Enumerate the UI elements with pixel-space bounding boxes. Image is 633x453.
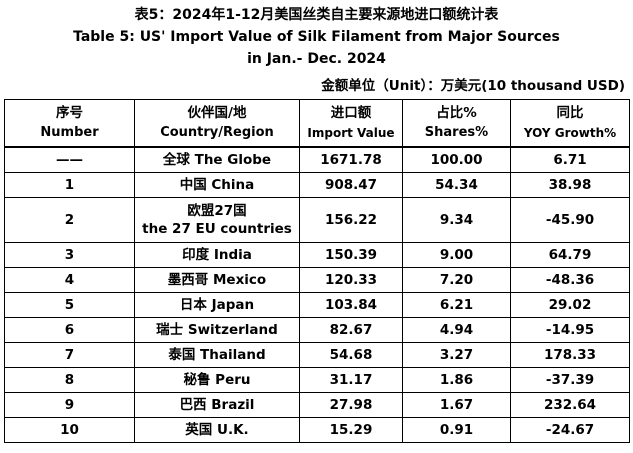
header-number-zh: 序号 xyxy=(56,105,83,121)
header-country-en: Country/Region xyxy=(160,125,274,140)
table-row: 1 中国 China 908.47 54.34 38.98 xyxy=(4,172,630,198)
unit-note: 金额单位（Unit）：万美元(10 thousand USD) xyxy=(321,78,625,94)
cell-yoy: -48.36 xyxy=(510,267,630,293)
cell-share: 6.21 xyxy=(402,292,511,318)
table-row: 8 秘鲁 Peru 31.17 1.86 -37.39 xyxy=(4,367,630,393)
header-value: 进口额 Import Value xyxy=(299,99,403,148)
cell-number: 9 xyxy=(4,392,135,418)
cell-country: 全球 The Globe xyxy=(134,146,300,173)
table-row: 10 英国 U.K. 15.29 0.91 -24.67 xyxy=(4,417,630,443)
header-share: 占比% Shares% xyxy=(402,99,511,148)
title-en-line1: Table 5: US' Import Value of Silk Filame… xyxy=(73,29,560,45)
cell-share: 9.00 xyxy=(402,242,511,268)
cell-number: 1 xyxy=(4,172,135,198)
cell-country: 泰国 Thailand xyxy=(134,342,300,368)
cell-value: 150.39 xyxy=(299,242,403,268)
title-zh: 表5：2024年1-12月美国丝类自主要来源地进口额统计表 xyxy=(134,7,499,23)
table-row: 3 印度 India 150.39 9.00 64.79 xyxy=(4,242,630,268)
cell-number: 10 xyxy=(4,417,135,443)
cell-number: 7 xyxy=(4,342,135,368)
cell-country: 中国 China xyxy=(134,172,300,198)
header-yoy-en: YOY Growth% xyxy=(523,126,617,140)
cell-value: 54.68 xyxy=(299,342,403,368)
cell-share: 54.34 xyxy=(402,172,511,198)
cell-share: 0.91 xyxy=(402,417,511,443)
header-number-en: Number xyxy=(40,125,99,140)
cell-share: 1.86 xyxy=(402,367,511,393)
cell-share: 4.94 xyxy=(402,317,511,343)
cell-value: 156.22 xyxy=(299,197,403,243)
cell-yoy: 178.33 xyxy=(510,342,630,368)
table-header-row: 序号 Number 伙伴国/地 Country/Region 进口额 Impor… xyxy=(4,99,630,148)
cell-share: 100.00 xyxy=(402,146,511,173)
cell-value: 120.33 xyxy=(299,267,403,293)
cell-value: 908.47 xyxy=(299,172,403,198)
cell-yoy: 29.02 xyxy=(510,292,630,318)
cell-number: 5 xyxy=(4,292,135,318)
cell-yoy: 6.71 xyxy=(510,146,630,173)
title-en-line2: in Jan.- Dec. 2024 xyxy=(247,51,386,67)
cell-country: 日本 Japan xyxy=(134,292,300,318)
cell-country-zh: 欧盟27国 xyxy=(187,203,247,219)
table-row: —— 全球 The Globe 1671.78 100.00 6.71 xyxy=(4,146,630,173)
cell-share: 9.34 xyxy=(402,197,511,243)
cell-country: 印度 India xyxy=(134,242,300,268)
cell-number: 2 xyxy=(4,197,135,243)
cell-value: 82.67 xyxy=(299,317,403,343)
table-row: 7 泰国 Thailand 54.68 3.27 178.33 xyxy=(4,342,630,368)
cell-share: 7.20 xyxy=(402,267,511,293)
title-block: 表5：2024年1-12月美国丝类自主要来源地进口额统计表 Table 5: U… xyxy=(0,4,633,70)
cell-yoy: -14.95 xyxy=(510,317,630,343)
cell-country: 巴西 Brazil xyxy=(134,392,300,418)
header-yoy-zh: 同比 xyxy=(556,105,584,121)
cell-yoy: -45.90 xyxy=(510,197,630,243)
cell-country: 欧盟27国 the 27 EU countries xyxy=(134,197,300,243)
table-row: 6 瑞士 Switzerland 82.67 4.94 -14.95 xyxy=(4,317,630,343)
cell-country: 墨西哥 Mexico xyxy=(134,267,300,293)
header-yoy: 同比 YOY Growth% xyxy=(510,99,630,148)
cell-number: 4 xyxy=(4,267,135,293)
header-share-zh: 占比% xyxy=(436,105,477,121)
cell-country: 英国 U.K. xyxy=(134,417,300,443)
cell-yoy: 232.64 xyxy=(510,392,630,418)
cell-country: 秘鲁 Peru xyxy=(134,367,300,393)
cell-number: 3 xyxy=(4,242,135,268)
cell-yoy: -37.39 xyxy=(510,367,630,393)
cell-country: 瑞士 Switzerland xyxy=(134,317,300,343)
header-share-en: Shares% xyxy=(424,125,489,140)
cell-value: 103.84 xyxy=(299,292,403,318)
cell-share: 3.27 xyxy=(402,342,511,368)
header-country: 伙伴国/地 Country/Region xyxy=(134,99,300,148)
table-row: 4 墨西哥 Mexico 120.33 7.20 -48.36 xyxy=(4,267,630,293)
cell-value: 31.17 xyxy=(299,367,403,393)
cell-yoy: -24.67 xyxy=(510,417,630,443)
table-row: 5 日本 Japan 103.84 6.21 29.02 xyxy=(4,292,630,318)
header-value-en: Import Value xyxy=(307,126,395,140)
cell-value: 15.29 xyxy=(299,417,403,443)
cell-yoy: 64.79 xyxy=(510,242,630,268)
header-value-zh: 进口额 xyxy=(330,105,372,121)
table-row: 9 巴西 Brazil 27.98 1.67 232.64 xyxy=(4,392,630,418)
cell-value: 27.98 xyxy=(299,392,403,418)
cell-share: 1.67 xyxy=(402,392,511,418)
table-row: 2 欧盟27国 the 27 EU countries 156.22 9.34 … xyxy=(4,197,630,243)
cell-number: 8 xyxy=(4,367,135,393)
cell-number: —— xyxy=(4,146,135,173)
cell-country-en: the 27 EU countries xyxy=(142,221,292,237)
header-number: 序号 Number xyxy=(4,99,135,148)
cell-yoy: 38.98 xyxy=(510,172,630,198)
cell-value: 1671.78 xyxy=(299,146,403,173)
header-country-zh: 伙伴国/地 xyxy=(187,105,247,121)
import-table: 序号 Number 伙伴国/地 Country/Region 进口额 Impor… xyxy=(4,99,630,443)
cell-number: 6 xyxy=(4,317,135,343)
